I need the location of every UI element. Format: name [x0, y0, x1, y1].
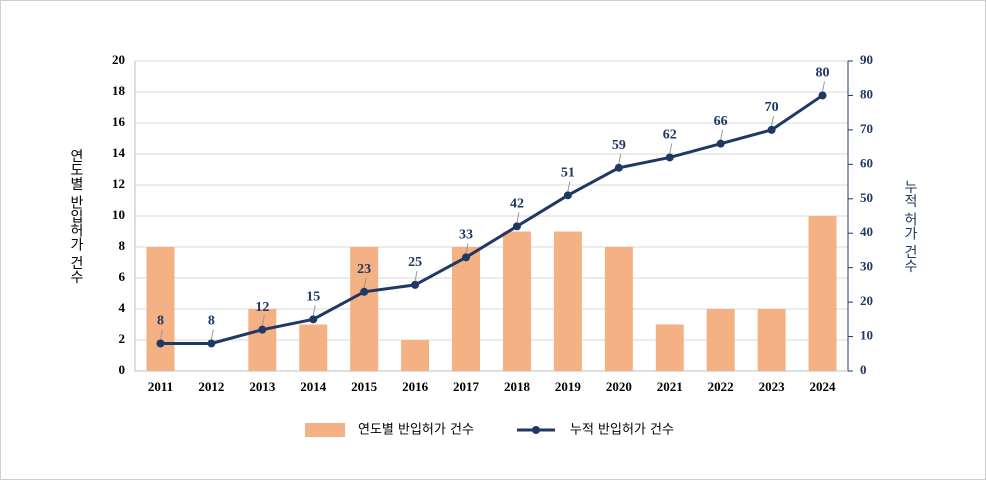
point — [512, 222, 521, 231]
x-tick-label: 2021 — [657, 379, 683, 394]
point — [563, 191, 572, 200]
y-tick-label: 12 — [112, 176, 125, 191]
x-tick-label: 2018 — [504, 379, 531, 394]
bar — [706, 309, 735, 371]
data-label: 23 — [357, 262, 371, 277]
data-label: 66 — [714, 114, 728, 129]
point — [665, 153, 674, 162]
y-tick-label: 6 — [119, 269, 126, 284]
point — [818, 91, 827, 100]
y-tick-label: 0 — [119, 362, 126, 377]
bar — [350, 247, 379, 371]
data-label: 33 — [459, 228, 473, 243]
data-label: 25 — [408, 255, 422, 270]
point — [258, 325, 267, 334]
leader-line — [669, 143, 673, 154]
y-axis-label: 연도별 반입허가 건수 — [68, 149, 84, 284]
bar — [655, 324, 684, 371]
x-tick-label: 2013 — [249, 379, 276, 394]
y2-tick-label: 60 — [860, 155, 873, 170]
data-label: 8 — [157, 314, 164, 329]
y-tick-label: 10 — [112, 207, 125, 222]
data-label: 62 — [663, 128, 677, 143]
bar — [808, 216, 837, 371]
y2-tick-label: 90 — [860, 52, 873, 67]
y2-tick-label: 20 — [860, 293, 873, 308]
data-label: 42 — [510, 197, 524, 212]
data-label: 15 — [306, 290, 320, 305]
x-tick-label: 2014 — [300, 379, 327, 394]
point — [156, 339, 165, 348]
leader-line — [771, 115, 775, 126]
leader-line — [516, 212, 520, 223]
x-tick-label: 2015 — [351, 379, 378, 394]
y-tick-label: 16 — [112, 114, 126, 129]
legend-label: 연도별 반입허가 건수 — [358, 423, 474, 438]
point — [411, 280, 420, 289]
point — [614, 163, 623, 172]
y-tick-label: 14 — [112, 145, 126, 160]
y2-axis-label: 누적 허가 건수 — [902, 180, 918, 273]
bar — [502, 231, 531, 371]
line — [160, 94, 824, 345]
data-label: 59 — [612, 138, 626, 153]
legend-swatch — [305, 423, 345, 437]
data-label: 70 — [765, 100, 779, 115]
x-tick-label: 2020 — [606, 379, 632, 394]
bar — [248, 309, 277, 371]
y-tick-label: 4 — [119, 300, 126, 315]
x-tick-label: 2024 — [810, 379, 837, 394]
bar — [604, 247, 633, 371]
y-tick-label: 20 — [112, 52, 125, 67]
y2-tick-label: 80 — [860, 86, 873, 101]
y2-tick-label: 0 — [860, 362, 867, 377]
data-label: 51 — [561, 166, 575, 181]
x-tick-label: 2019 — [555, 379, 582, 394]
x-tick-label: 2022 — [708, 379, 734, 394]
legend-label: 누적 반입허가 건수 — [570, 423, 674, 438]
y2-tick-label: 50 — [860, 190, 873, 205]
x-tick-label: 2016 — [402, 379, 429, 394]
leader-line — [465, 243, 469, 254]
leader-line — [414, 270, 418, 281]
y-tick-label: 2 — [119, 331, 126, 346]
data-label: 80 — [816, 66, 830, 81]
bar — [452, 247, 481, 371]
x-tick-label: 2017 — [453, 379, 480, 394]
data-label: 8 — [208, 314, 215, 329]
point — [207, 339, 216, 348]
x-tick-label: 2012 — [198, 379, 224, 394]
bar — [299, 324, 328, 371]
x-tick-label: 2023 — [759, 379, 786, 394]
leader-line — [312, 305, 316, 316]
point — [462, 253, 471, 262]
leader-line — [618, 153, 622, 164]
point — [309, 315, 318, 324]
bar — [553, 231, 582, 371]
y-tick-label: 18 — [112, 83, 126, 98]
leader-line — [720, 129, 724, 140]
data-label: 12 — [255, 300, 269, 315]
point — [360, 287, 369, 296]
y-tick-label: 8 — [119, 238, 126, 253]
leader-line — [210, 329, 214, 340]
leader-line — [822, 81, 826, 92]
leader-line — [159, 329, 163, 340]
y2-tick-label: 10 — [860, 328, 873, 343]
leader-line — [261, 315, 265, 326]
bar — [757, 309, 786, 371]
point — [716, 139, 725, 148]
legend-marker — [532, 426, 540, 434]
bar — [401, 340, 430, 371]
bar — [146, 247, 175, 371]
y2-tick-label: 30 — [860, 259, 873, 274]
point — [767, 125, 776, 134]
y2-tick-label: 70 — [860, 121, 873, 136]
y2-tick-label: 40 — [860, 224, 873, 239]
leader-line — [567, 181, 571, 192]
leader-line — [363, 277, 367, 288]
x-tick-label: 2011 — [148, 379, 173, 394]
